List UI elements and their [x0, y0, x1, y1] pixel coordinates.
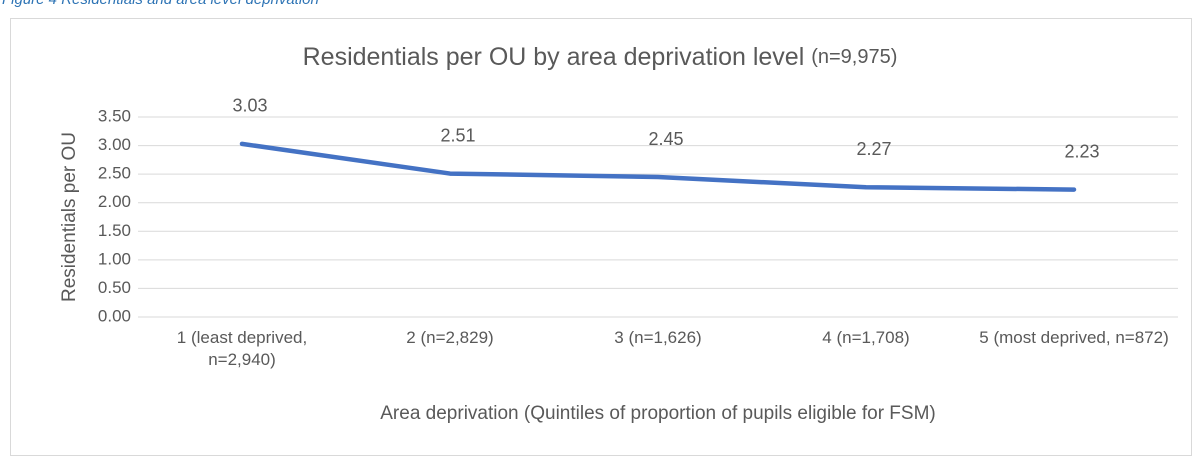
- data-label: 2.51: [440, 125, 475, 145]
- x-tick-label: 2 (n=2,829): [406, 328, 494, 347]
- data-label: 2.45: [648, 129, 683, 149]
- y-tick-label: 0.00: [98, 306, 131, 325]
- y-axis-label: Residentials per OU: [59, 132, 80, 302]
- data-line: [239, 141, 1077, 192]
- title-note: (n=9,975): [811, 46, 897, 68]
- data-label: 2.23: [1064, 141, 1099, 161]
- y-tick-label: 1.00: [98, 249, 131, 268]
- figure-caption: Figure 4 Residentials and area level dep…: [2, 0, 319, 8]
- y-tick-label: 2.00: [98, 192, 131, 211]
- title-main: Residentials per OU by area deprivation …: [303, 43, 805, 71]
- x-tick-label: 5 (most deprived, n=872): [979, 328, 1169, 347]
- x-tick-label: 1 (least deprived, n=2,940): [176, 328, 308, 369]
- y-tick-label: 3.00: [98, 135, 131, 154]
- data-label: 2.27: [856, 139, 891, 159]
- chart-border: [10, 18, 1192, 456]
- x-tick-label: 3 (n=1,626): [614, 328, 702, 347]
- y-tick-label: 3.50: [98, 106, 131, 125]
- y-tick-label: 1.50: [98, 221, 131, 240]
- x-axis-label: Area deprivation (Quintiles of proportio…: [380, 403, 936, 424]
- x-tick-label: 4 (n=1,708): [822, 328, 910, 347]
- data-label: 3.03: [232, 96, 267, 116]
- y-tick-label: 0.50: [98, 278, 131, 297]
- chart-title: Residentials per OU by area deprivation …: [303, 43, 898, 71]
- y-tick-label: 2.50: [98, 164, 131, 183]
